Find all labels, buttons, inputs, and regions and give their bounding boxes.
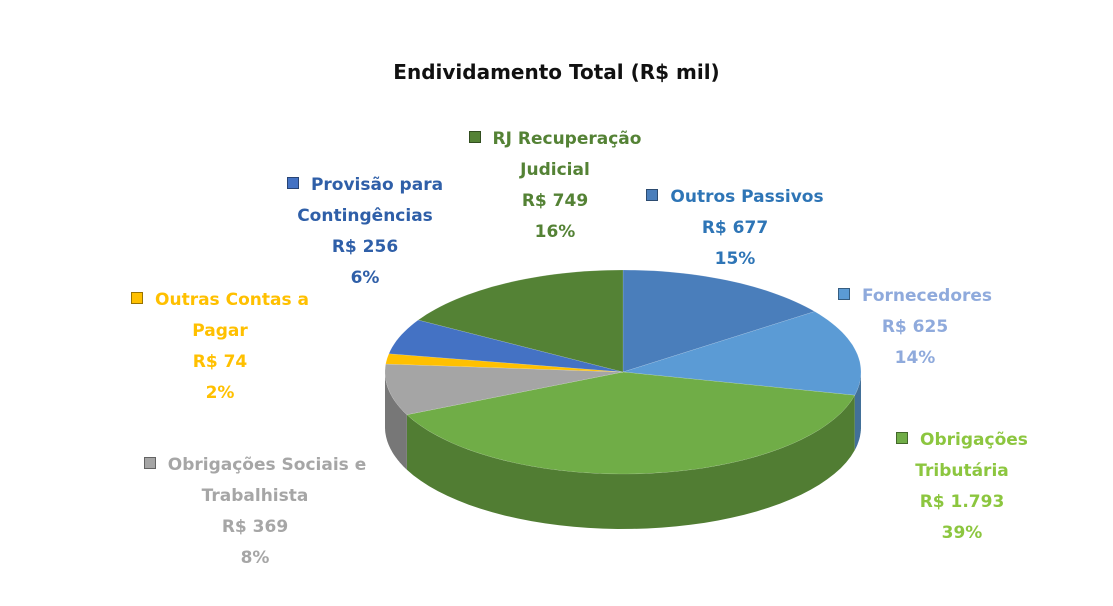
label-name-line: Outras Contas a Pagar — [110, 285, 330, 347]
data-label: Provisão para Contingências R$ 256 6% — [265, 170, 465, 294]
chart-title: Endividamento Total (R$ mil) — [393, 60, 720, 84]
label-name-line: Obrigações Tributária — [887, 425, 1037, 487]
data-label: RJ Recuperação Judicial R$ 749 16% — [450, 124, 660, 248]
legend-marker — [468, 131, 481, 143]
category-label: Outras Contas a Pagar — [155, 290, 309, 341]
value-label: R$ 1.793 — [919, 492, 1005, 512]
percent-label: 39% — [941, 523, 983, 543]
value-label: R$ 625 — [881, 317, 949, 337]
legend-marker — [286, 177, 299, 189]
percent-label: 16% — [534, 222, 576, 242]
category-label: RJ Recuperação Judicial — [492, 129, 642, 180]
label-name-line: RJ Recuperação Judicial — [450, 124, 660, 186]
slice — [384, 363, 624, 415]
category-label: Fornecedores — [861, 286, 993, 306]
percent-label: 2% — [205, 383, 235, 403]
value-label: R$ 74 — [192, 352, 248, 372]
legend-marker — [143, 457, 156, 469]
slice — [622, 311, 862, 396]
slice — [417, 269, 624, 373]
data-label: Outros Passivos R$ 677 15% — [615, 182, 855, 275]
category-label: Obrigações Sociais e Trabalhista — [167, 455, 367, 506]
legend-marker — [896, 432, 909, 444]
category-label: Provisão para Contingências — [297, 175, 444, 226]
value-label: R$ 369 — [221, 517, 289, 537]
value-label: R$ 677 — [701, 218, 769, 238]
slice-side — [385, 372, 407, 470]
slice — [406, 371, 856, 475]
legend-marker — [131, 292, 144, 304]
slice-side — [854, 372, 861, 451]
label-name-line: Obrigações Sociais e Trabalhista — [130, 450, 380, 512]
legend-marker — [837, 288, 850, 300]
label-name-line: Fornecedores — [825, 281, 1005, 312]
slice-side — [406, 395, 855, 529]
data-label: Obrigações Sociais e Trabalhista R$ 369 8% — [130, 450, 380, 574]
label-name-line: Provisão para Contingências — [265, 170, 465, 232]
value-label: R$ 256 — [331, 237, 399, 257]
category-label: Obrigações Tributária — [915, 430, 1028, 481]
category-label: Outros Passivos — [670, 187, 824, 207]
slice — [388, 319, 624, 373]
percent-label: 8% — [240, 548, 270, 568]
percent-label: 6% — [350, 268, 380, 288]
value-label: R$ 749 — [521, 191, 589, 211]
percent-label: 14% — [894, 348, 936, 368]
data-label: Fornecedores R$ 625 14% — [825, 281, 1005, 374]
data-label: Obrigações Tributária R$ 1.793 39% — [887, 425, 1037, 549]
legend-marker — [646, 189, 659, 201]
slice — [622, 269, 816, 373]
label-name-line: Outros Passivos — [615, 182, 855, 213]
percent-label: 15% — [714, 249, 756, 269]
data-label: Outras Contas a Pagar R$ 74 2% — [110, 285, 330, 409]
